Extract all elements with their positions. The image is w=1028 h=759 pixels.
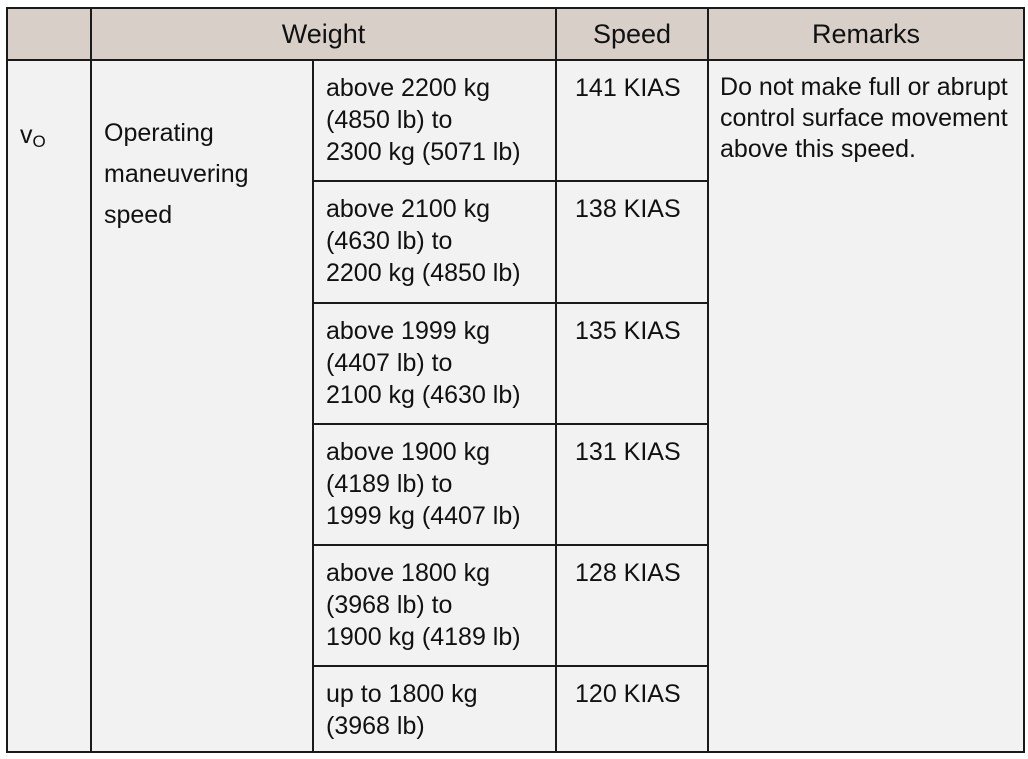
speed-value: 131 KIAS — [575, 437, 681, 466]
weight-cell: above 1800 kg (3968 lb) to 1900 kg (4189… — [311, 544, 558, 668]
speed-value: 120 KIAS — [575, 680, 681, 709]
header-speed: Speed — [555, 7, 710, 61]
speed-value: 141 KIAS — [575, 74, 681, 102]
table-row: above 1800 kg (3968 lb) to 1900 kg (4189… — [7, 544, 1024, 668]
speed-cell: 135 KIAS — [555, 301, 710, 425]
weight-line: 2300 kg (5071 lb) — [326, 138, 521, 166]
header-symbol — [6, 7, 92, 61]
speed-symbol: vO — [20, 121, 46, 151]
speed-value: 128 KIAS — [575, 559, 681, 588]
speed-cell: 131 KIAS — [555, 422, 710, 547]
weight-cell: above 2200 kg (4850 lb) to 2300 kg (5071… — [311, 58, 558, 183]
table-row: vO Operating maneuvering speed above 220… — [6, 58, 1026, 753]
weight-line: 2200 kg (4850 lb) — [326, 259, 521, 288]
weight-line: above 1900 kg — [326, 437, 491, 466]
weight-line: above 2100 kg — [326, 195, 491, 224]
speed-symbol-subscript: O — [32, 132, 46, 151]
weight-line: 1999 kg (4407 lb) — [326, 501, 521, 530]
weight-cell: above 1999 kg (4407 lb) to 2100 kg (4630… — [311, 301, 558, 425]
header-remarks: Remarks — [707, 7, 1026, 61]
weight-line: (4850 lb) to — [326, 106, 453, 134]
speed-value: 135 KIAS — [575, 316, 681, 345]
speed-limitations-table: Weight Speed Remarks vO Operating maneuv… — [6, 7, 1026, 753]
remarks-cell: Do not make full or abrupt control surfa… — [707, 59, 1026, 753]
speed-cell: 138 KIAS — [555, 180, 710, 304]
weight-line: up to 1800 kg — [326, 680, 478, 709]
speed-cell: 141 KIAS — [555, 58, 710, 183]
weight-cell: above 2100 kg (4630 lb) to 2200 kg (4850… — [311, 180, 558, 304]
speed-value: 138 KIAS — [575, 195, 681, 224]
speed-description: Operating maneuvering speed — [104, 119, 249, 229]
table-row: up to 1800 kg (3968 lb) 120 KIAS — [7, 665, 1024, 753]
weight-line: (4630 lb) to — [326, 227, 453, 256]
speed-cell: 128 KIAS — [555, 544, 710, 668]
speed-symbol-cell: vO — [6, 59, 92, 753]
weight-line: above 1999 kg — [326, 316, 491, 345]
table-row: above 1999 kg (4407 lb) to 2100 kg (4630… — [7, 301, 1024, 425]
weight-line: (4407 lb) to — [326, 348, 453, 377]
weight-line: above 2200 kg — [326, 74, 491, 102]
weight-line: 1900 kg (4189 lb) — [326, 623, 521, 652]
remarks-text: Do not make full or abrupt control surfa… — [720, 73, 1008, 163]
weight-cell: up to 1800 kg (3968 lb) — [311, 665, 558, 753]
speed-cell: 120 KIAS — [555, 665, 710, 753]
header-row: Weight Speed Remarks — [6, 7, 1026, 61]
weight-line: (3968 lb) — [326, 712, 425, 741]
weight-line: (4189 lb) to — [326, 469, 453, 498]
header-weight: Weight — [89, 7, 558, 61]
weight-line: above 1800 kg — [326, 559, 491, 588]
speed-description-cell: Operating maneuvering speed — [90, 59, 314, 753]
table-row: above 1900 kg (4189 lb) to 1999 kg (4407… — [7, 422, 1024, 547]
weight-line: 2100 kg (4630 lb) — [326, 380, 521, 409]
table-row: above 2100 kg (4630 lb) to 2200 kg (4850… — [7, 180, 1024, 304]
weight-line: (3968 lb) to — [326, 591, 453, 620]
weight-cell: above 1900 kg (4189 lb) to 1999 kg (4407… — [311, 422, 558, 547]
